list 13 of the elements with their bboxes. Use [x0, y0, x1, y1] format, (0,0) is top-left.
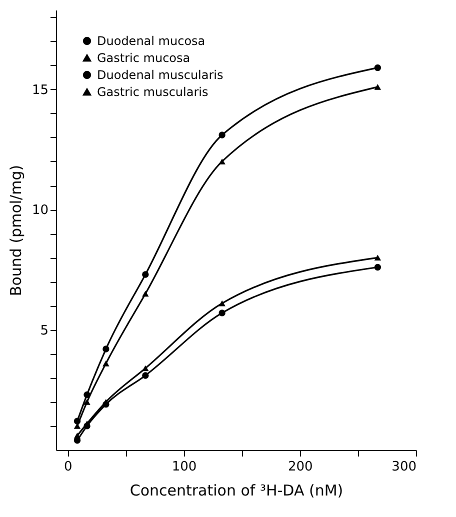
- x-tick-label: 0: [64, 460, 72, 474]
- y-tick-label: 15: [32, 82, 48, 98]
- legend-label: Gastric mucosa: [97, 51, 190, 65]
- legend-label: Duodenal mucosa: [97, 34, 206, 48]
- legend-label: Duodenal muscularis: [97, 68, 224, 82]
- y-tick-label: 10: [32, 203, 48, 218]
- x-tick-label: 100: [172, 460, 197, 474]
- x-axis-title: Concentration of ³H-DA (nM): [130, 482, 344, 500]
- x-tick-label: 300: [392, 460, 416, 474]
- y-axis-title: Bound (pmol/mg): [6, 164, 25, 296]
- legend-label: Gastric muscularis: [97, 85, 208, 99]
- y-tick-label: 5: [40, 323, 48, 338]
- x-tick-label: 200: [288, 460, 313, 474]
